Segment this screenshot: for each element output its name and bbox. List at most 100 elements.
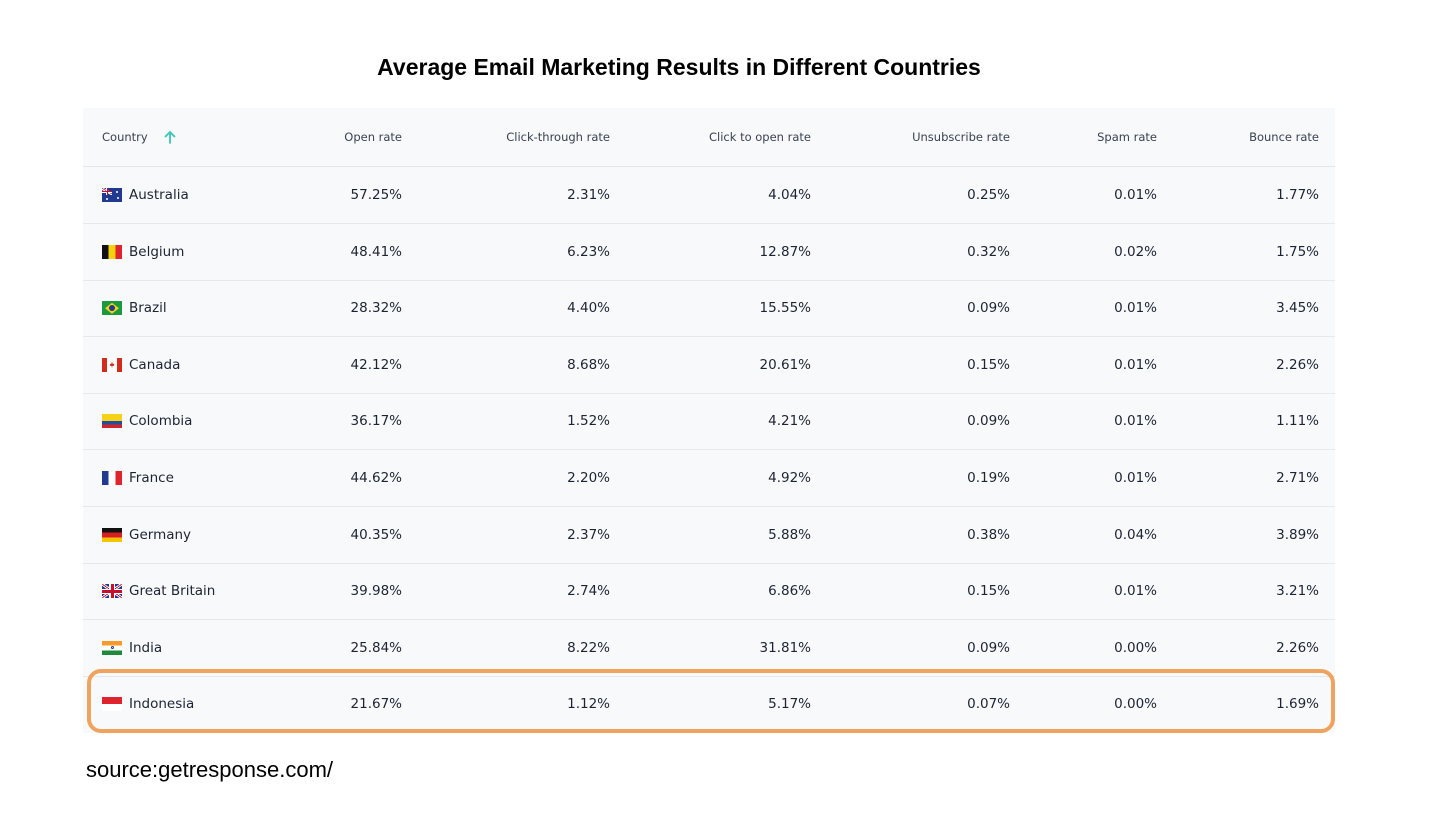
cell-click-to-open-rate: 4.04% <box>768 187 811 203</box>
cell-spam-rate: 0.01% <box>1114 187 1157 203</box>
table-row: India 25.84% 8.22% 31.81% 0.09% 0.00% 2.26% <box>83 620 1335 677</box>
country-name: Germany <box>129 526 192 543</box>
cell-unsubscribe-rate: 0.32% <box>967 243 1010 260</box>
cell-unsubscribe-rate: 0.09% <box>967 639 1010 656</box>
cell-spam-rate: 0.04% <box>1114 526 1157 543</box>
header-unsubscribe-rate[interactable]: Unsubscribe rate <box>912 130 1010 144</box>
cell-bounce-rate: 1.77% <box>1276 187 1319 203</box>
cell-open-rate: 48.41% <box>350 243 402 260</box>
cell-bounce-rate: 2.71% <box>1276 470 1319 486</box>
cell-click-through-rate: 4.40% <box>567 300 610 317</box>
cell-country: Colombia <box>83 413 283 429</box>
cell-click-through-rate: 1.52% <box>567 413 610 430</box>
cell-click-through-rate: 2.37% <box>567 526 610 543</box>
cell-click-to-open-rate: 4.21% <box>768 413 811 430</box>
cell-country: France <box>83 470 283 486</box>
cell-open-rate: 40.35% <box>350 526 402 543</box>
cell-spam-rate: 0.01% <box>1114 356 1157 373</box>
cell-spam-rate: 0.01% <box>1114 300 1157 317</box>
cell-bounce-rate: 2.26% <box>1276 356 1319 373</box>
cell-click-to-open-rate: 20.61% <box>759 356 811 373</box>
cell-unsubscribe-rate: 0.25% <box>967 187 1010 203</box>
results-table: Country Open rate Click-through rate Cli… <box>83 108 1335 733</box>
cell-unsubscribe-rate: 0.09% <box>967 300 1010 317</box>
page-title: Average Email Marketing Results in Diffe… <box>377 54 981 80</box>
table-row: Belgium 48.41% 6.23% 12.87% 0.32% 0.02% 1.75% <box>83 224 1335 281</box>
header-click-to-open-rate[interactable]: Click to open rate <box>709 130 811 144</box>
cell-bounce-rate: 1.75% <box>1276 243 1319 260</box>
country-name: Indonesia <box>129 696 195 713</box>
cell-click-through-rate: 8.68% <box>567 356 610 373</box>
header-bounce-rate[interactable]: Bounce rate <box>1249 130 1319 144</box>
cell-spam-rate: 0.01% <box>1114 470 1157 486</box>
cell-spam-rate: 0.00% <box>1114 639 1157 656</box>
canada-flag-icon <box>102 357 122 372</box>
header-open-rate[interactable]: Open rate <box>344 130 402 144</box>
cell-open-rate: 44.62% <box>350 470 402 486</box>
cell-open-rate: 21.67% <box>350 696 402 713</box>
cell-unsubscribe-rate: 0.07% <box>967 696 1010 713</box>
cell-country: Great Britain <box>83 583 283 599</box>
cell-click-through-rate: 1.12% <box>567 696 610 713</box>
country-name: Great Britain <box>129 583 216 600</box>
cell-country: Belgium <box>83 244 283 260</box>
table-row: Colombia 36.17% 1.52% 4.21% 0.09% 0.01% 1.11% <box>83 393 1335 451</box>
cell-click-through-rate: 6.23% <box>567 243 610 260</box>
country-name: Canada <box>129 356 181 373</box>
cell-click-through-rate: 2.74% <box>567 583 610 600</box>
cell-open-rate: 25.84% <box>350 639 402 656</box>
indonesia-flag-icon <box>102 697 122 712</box>
country-name: Australia <box>129 187 189 203</box>
table-row: Indonesia 21.67% 1.12% 5.17% 0.07% 0.00% 1.69% <box>83 676 1335 732</box>
cell-country: India <box>83 640 283 656</box>
cell-country: Canada <box>83 357 283 373</box>
cell-bounce-rate: 3.21% <box>1276 583 1319 600</box>
header-country-label: Country <box>102 130 148 144</box>
arrow-up-icon[interactable] <box>158 125 182 149</box>
brazil-flag-icon <box>102 301 122 316</box>
table-row: Canada 42.12% 8.68% 20.61% 0.15% 0.01% 2.26% <box>83 337 1335 394</box>
table-header: Country Open rate Click-through rate Cli… <box>83 108 1335 167</box>
cell-click-through-rate: 8.22% <box>567 639 610 656</box>
cell-click-through-rate: 2.31% <box>567 187 610 203</box>
country-name: Brazil <box>129 300 167 317</box>
cell-unsubscribe-rate: 0.15% <box>967 583 1010 600</box>
cell-country: Brazil <box>83 300 283 316</box>
cell-spam-rate: 0.02% <box>1114 243 1157 260</box>
cell-click-to-open-rate: 6.86% <box>768 583 811 600</box>
header-country[interactable]: Country <box>83 125 283 149</box>
country-name: Colombia <box>129 413 193 430</box>
cell-open-rate: 36.17% <box>350 413 402 430</box>
france-flag-icon <box>102 471 122 485</box>
germany-flag-icon <box>102 527 122 542</box>
cell-unsubscribe-rate: 0.19% <box>967 470 1010 486</box>
cell-spam-rate: 0.01% <box>1114 413 1157 430</box>
belgium-flag-icon <box>102 244 122 259</box>
cell-country: Australia <box>83 187 283 203</box>
cell-spam-rate: 0.01% <box>1114 583 1157 600</box>
header-spam-rate[interactable]: Spam rate <box>1097 130 1157 144</box>
cell-bounce-rate: 3.45% <box>1276 300 1319 317</box>
cell-unsubscribe-rate: 0.09% <box>967 413 1010 430</box>
cell-country: Indonesia <box>83 696 283 712</box>
country-name: Belgium <box>129 243 185 260</box>
table-row: France 44.62% 2.20% 4.92% 0.19% 0.01% 2.71% <box>83 450 1335 507</box>
table-row: Germany 40.35% 2.37% 5.88% 0.38% 0.04% 3.89% <box>83 507 1335 564</box>
cell-unsubscribe-rate: 0.38% <box>967 526 1010 543</box>
cell-bounce-rate: 1.11% <box>1276 413 1319 430</box>
cell-bounce-rate: 3.89% <box>1276 526 1319 543</box>
cell-click-to-open-rate: 5.17% <box>768 696 811 713</box>
source-note: source:getresponse.com/ <box>86 757 334 782</box>
cell-click-through-rate: 2.20% <box>567 470 610 486</box>
cell-unsubscribe-rate: 0.15% <box>967 356 1010 373</box>
cell-click-to-open-rate: 4.92% <box>768 470 811 486</box>
india-flag-icon <box>102 640 122 655</box>
cell-bounce-rate: 1.69% <box>1276 696 1319 713</box>
cell-click-to-open-rate: 12.87% <box>759 243 811 260</box>
cell-click-to-open-rate: 31.81% <box>759 639 811 656</box>
table-row: Great Britain 39.98% 2.74% 6.86% 0.15% 0.01% 3… <box>83 563 1335 621</box>
cell-open-rate: 28.32% <box>350 300 402 317</box>
header-click-through-rate[interactable]: Click-through rate <box>506 130 610 144</box>
cell-click-to-open-rate: 15.55% <box>759 300 811 317</box>
colombia-flag-icon <box>102 414 122 429</box>
